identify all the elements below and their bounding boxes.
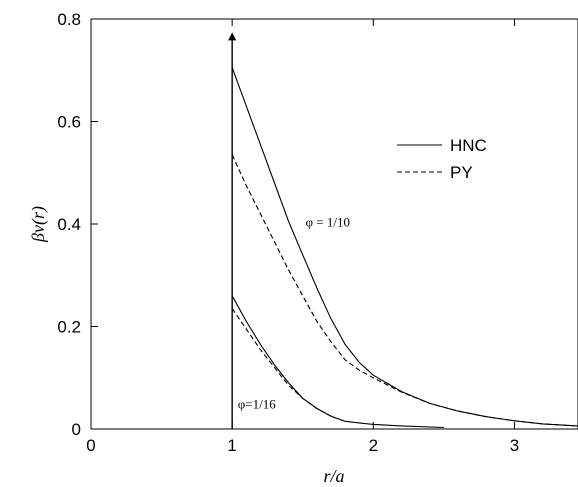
series-line-0-solid <box>231 67 578 427</box>
y-tick-label: 0 <box>72 420 81 439</box>
x-tick-label: 1 <box>227 436 236 455</box>
series-group <box>231 67 578 429</box>
series-line-3-dashed <box>231 308 332 417</box>
legend: HNC PY <box>397 136 487 182</box>
annotation-phi-1-16: φ=1/16 <box>238 397 276 412</box>
y-tick-label: 0.4 <box>57 215 81 234</box>
series-line-1-dashed <box>231 154 578 427</box>
delta-spike <box>228 32 237 429</box>
y-tick-label: 0.8 <box>57 10 81 29</box>
legend-label-py: PY <box>450 163 473 182</box>
x-tick-label: 3 <box>510 436 519 455</box>
axis-ticks: 0 1 2 3 0 0.2 0.4 0.6 0.8 <box>57 10 519 455</box>
annotation-phi-1-10: φ = 1/10 <box>306 215 350 230</box>
y-axis-label: βv(r) <box>28 206 49 243</box>
delta-spike-arrowhead <box>228 32 237 41</box>
x-tick-label: 2 <box>369 436 378 455</box>
y-tick-label: 0.2 <box>57 318 81 337</box>
legend-label-hnc: HNC <box>450 136 487 155</box>
x-axis-label: r/a <box>323 466 344 486</box>
x-tick-label: 0 <box>86 436 95 455</box>
y-tick-label: 0.6 <box>57 113 81 132</box>
